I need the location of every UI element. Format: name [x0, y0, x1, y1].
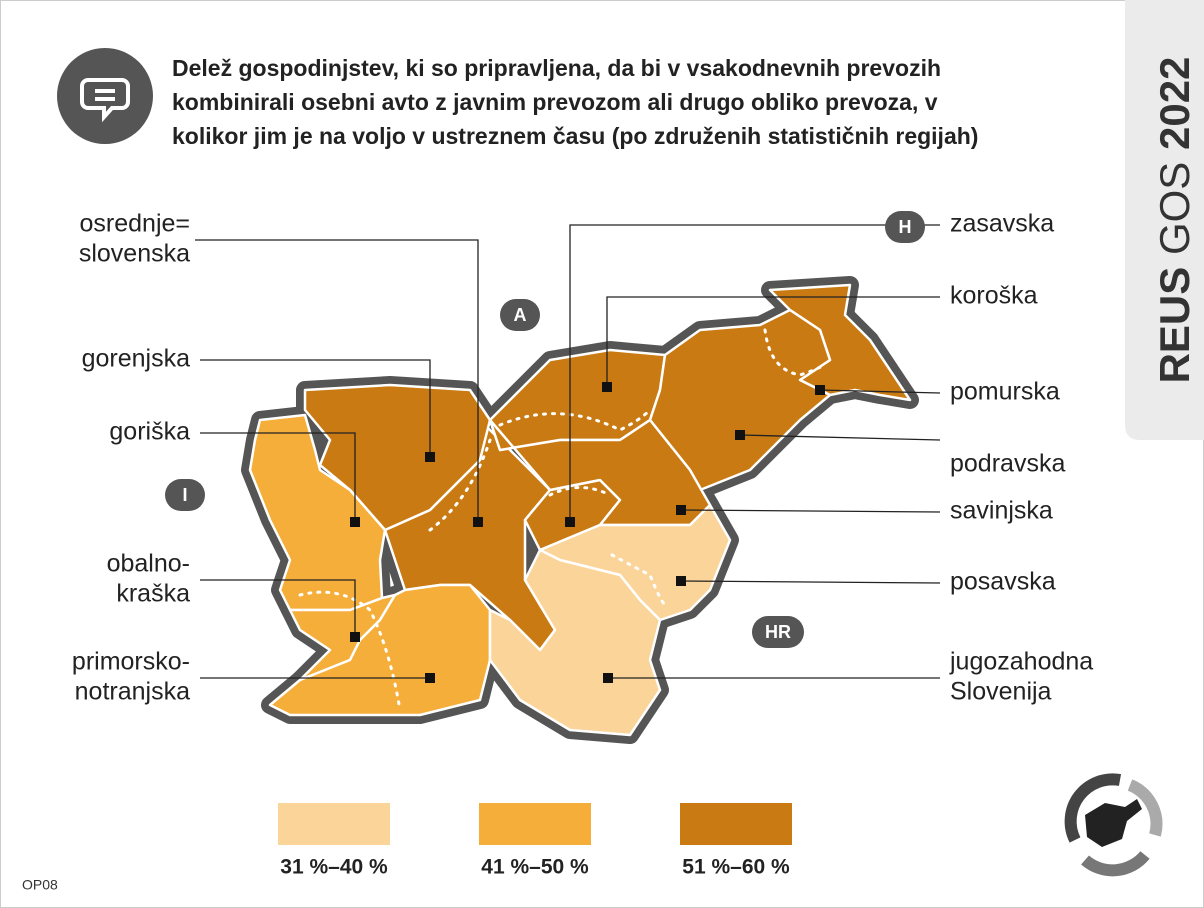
country-label: A	[514, 305, 527, 325]
title: Delež gospodinjstev, ki so pripravljena,…	[172, 55, 978, 149]
country-label: HR	[765, 622, 791, 642]
region-label: Slovenija	[950, 678, 1052, 706]
region-label: osrednje=	[80, 210, 191, 238]
region-label: koroška	[950, 282, 1038, 310]
title-line: kolikor jim je na voljo v ustreznem času…	[172, 123, 978, 149]
country-pill	[500, 299, 540, 331]
region-marker	[350, 632, 360, 642]
leader-line	[606, 296, 940, 387]
region-label: savinjska	[950, 497, 1053, 525]
region-dotted-border	[548, 486, 612, 497]
country-pill	[885, 211, 925, 243]
region-marker	[425, 452, 435, 462]
region-marker	[603, 673, 613, 683]
legend-label: 51 %–60 %	[682, 856, 790, 879]
region-marker	[815, 385, 825, 395]
legend-label: 41 %–50 %	[481, 856, 589, 879]
region-label: primorsko-	[72, 648, 190, 676]
chat-icon	[57, 48, 153, 144]
country-label: H	[899, 217, 912, 237]
region-dotted-border	[610, 553, 667, 607]
region-marker	[676, 505, 686, 515]
region-marker	[350, 517, 360, 527]
badge-part: REUS	[1151, 267, 1198, 384]
leader-line	[200, 359, 431, 457]
legend-swatch	[680, 803, 792, 845]
leader-line	[680, 509, 941, 513]
region-dotted-border	[298, 590, 402, 712]
map: osrednje=slovenska gorenjska goriška obalno…	[72, 210, 1093, 744]
badge-part: GOS	[1151, 162, 1198, 255]
region-marker	[473, 517, 483, 527]
country-pill	[165, 479, 205, 511]
region-label: podravska	[950, 450, 1065, 478]
side-tab	[1125, 0, 1204, 440]
region-label: jugozahodna	[949, 648, 1093, 676]
recycle-icon	[1064, 773, 1163, 877]
region	[648, 308, 832, 492]
region-marker	[602, 382, 612, 392]
region-label: posavska	[950, 568, 1056, 596]
region-marker	[565, 517, 575, 527]
region-label: zasavska	[950, 210, 1054, 238]
region-label: kraška	[116, 580, 190, 608]
leader-line	[195, 239, 479, 522]
country-pill	[752, 616, 804, 648]
code: OP08	[22, 877, 58, 893]
region-marker	[735, 430, 745, 440]
leader-line	[200, 579, 356, 637]
leader-line	[819, 389, 941, 394]
legend-label: 31 %–40 %	[280, 856, 388, 879]
legend-swatch	[479, 803, 591, 845]
region-marker	[676, 576, 686, 586]
region-label: notranjska	[75, 678, 190, 706]
leader-line	[569, 224, 940, 522]
region-label: slovenska	[79, 240, 190, 268]
region-label: goriška	[109, 418, 190, 446]
region	[488, 548, 662, 737]
leader-line	[680, 580, 941, 584]
badge: REUS GOS 2022	[1151, 57, 1198, 384]
region	[303, 383, 492, 532]
title-line: kombinirali osebni avto z javnim prevozo…	[172, 89, 938, 115]
leader-line	[739, 434, 941, 441]
title-line: Delež gospodinjstev, ki so pripravljena,…	[172, 55, 941, 81]
region-dotted-border	[428, 438, 492, 532]
region-label: obalno-	[107, 550, 190, 578]
region-label: pomurska	[950, 378, 1060, 406]
legend-swatch	[278, 803, 390, 845]
region-dotted-border	[763, 328, 827, 377]
country-label: I	[182, 485, 187, 505]
region-marker	[425, 673, 435, 683]
region-label: gorenjska	[82, 345, 190, 373]
badge-part: 2022	[1151, 57, 1198, 150]
leader-line	[200, 432, 356, 522]
